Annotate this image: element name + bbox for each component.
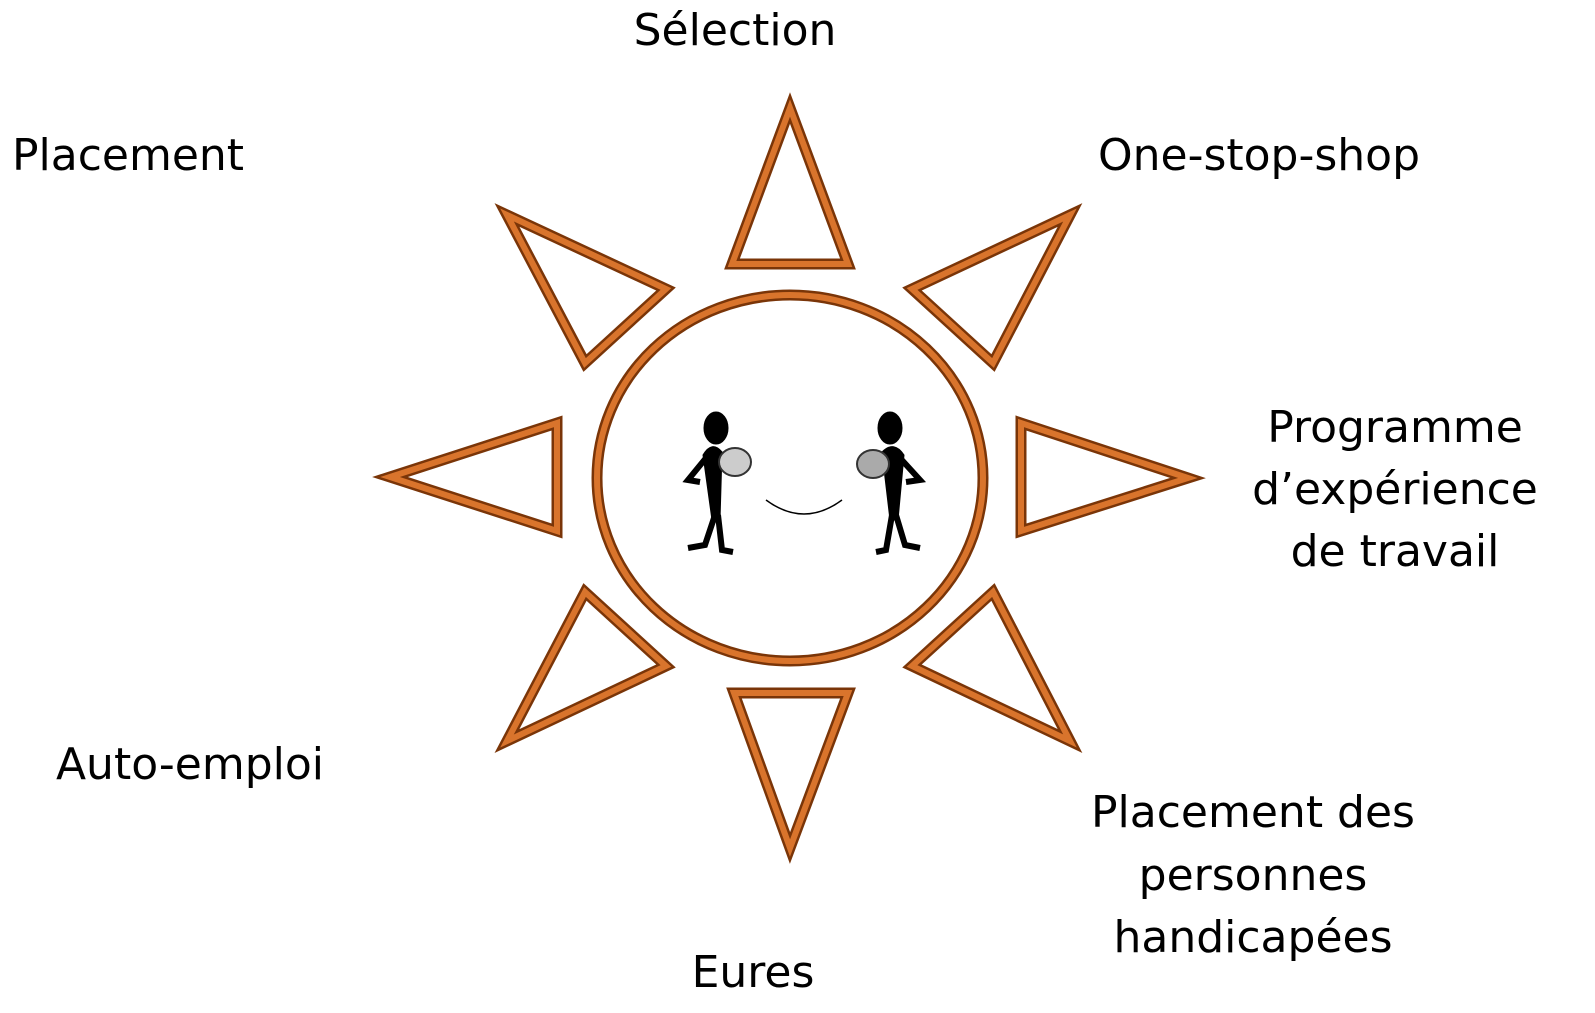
figure-right: [857, 412, 920, 552]
ray: [507, 592, 666, 741]
ray: [734, 693, 848, 848]
label-placement: Placement: [12, 130, 244, 181]
sun: [390, 108, 1188, 848]
ray: [732, 108, 848, 264]
ray: [912, 592, 1070, 741]
sun-circle-inner: [597, 295, 983, 661]
ray: [507, 592, 666, 741]
label-handicapees: Placement des: [1091, 787, 1415, 838]
ray: [507, 215, 666, 363]
label-auto-emploi: Auto-emploi: [56, 739, 324, 790]
ray: [390, 423, 557, 531]
diagram: Sélection Placement One-stop-shop Progra…: [0, 0, 1595, 1013]
label-handicapees: personnes: [1139, 850, 1368, 901]
ray: [390, 423, 557, 531]
ray: [734, 693, 848, 848]
ray: [912, 215, 1070, 363]
smile: [766, 500, 842, 514]
ray: [507, 215, 666, 363]
label-one-stop-shop: One-stop-shop: [1098, 130, 1420, 181]
label-programme: de travail: [1291, 526, 1500, 577]
ray: [1021, 423, 1188, 531]
ray: [912, 215, 1070, 363]
label-eures: Eures: [692, 947, 815, 998]
ray: [1021, 423, 1188, 531]
label-programme: Programme: [1267, 402, 1523, 453]
figure-left: [688, 412, 751, 552]
label-handicapees: handicapées: [1113, 912, 1392, 963]
label-programme: d’expérience: [1252, 464, 1538, 515]
label-selection: Sélection: [634, 5, 837, 56]
ray: [912, 592, 1070, 741]
ray: [732, 108, 848, 264]
rays: [390, 108, 1188, 848]
